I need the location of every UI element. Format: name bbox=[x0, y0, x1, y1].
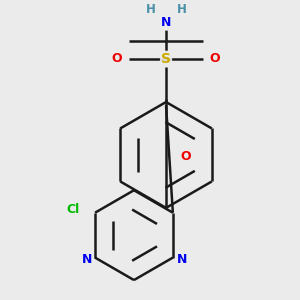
Text: O: O bbox=[112, 52, 122, 65]
Text: H: H bbox=[146, 2, 156, 16]
Text: Cl: Cl bbox=[67, 203, 80, 216]
Text: H: H bbox=[176, 2, 186, 16]
Text: S: S bbox=[161, 52, 171, 66]
Text: N: N bbox=[161, 16, 171, 29]
Text: O: O bbox=[180, 150, 190, 163]
Text: N: N bbox=[82, 253, 92, 266]
Text: O: O bbox=[210, 52, 220, 65]
Text: N: N bbox=[177, 253, 188, 266]
